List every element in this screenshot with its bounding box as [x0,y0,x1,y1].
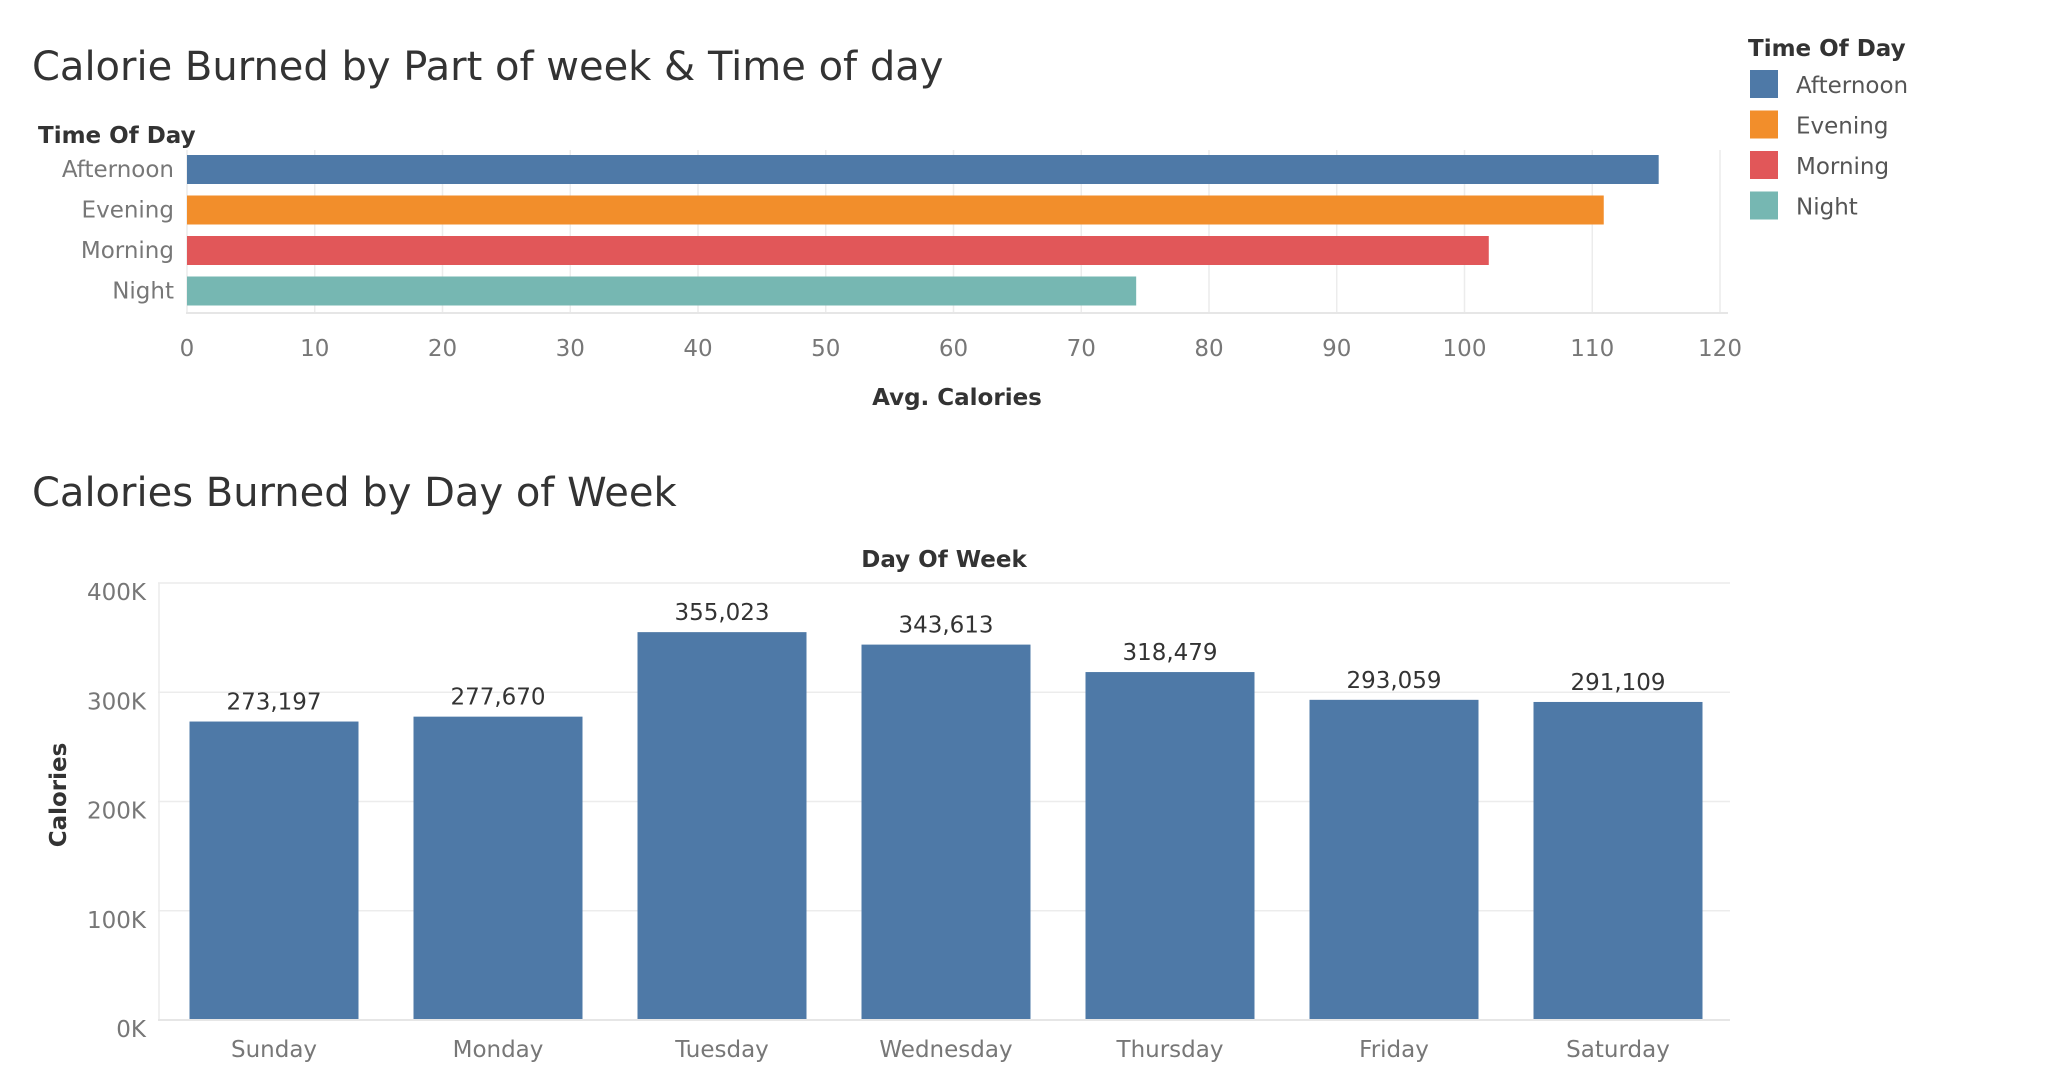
legend-item-label: Afternoon [1796,73,1908,99]
chart1-bars [187,155,1659,306]
chart2-data-label: 273,197 [226,690,321,716]
chart1-x-tick-label: 60 [939,336,968,362]
chart1-bar-afternoon [187,155,1659,184]
chart2-category-label: Thursday [1116,1037,1224,1063]
chart1-x-tick-label: 30 [556,336,585,362]
chart2-bar-wednesday [861,644,1031,1020]
chart1-x-tick-label: 100 [1443,336,1487,362]
chart1-bar-night [187,276,1137,306]
legend-item-label: Morning [1796,154,1889,180]
chart2-category-label: Saturday [1566,1037,1670,1063]
chart1-bar-evening [187,195,1604,225]
chart1-x-tick-label: 70 [1067,336,1096,362]
chart2-y-axis-label: Calories [46,743,72,848]
legend: Time Of Day Afternoon Evening Morning Night [1748,36,1908,221]
chart2-y-tick-label: 200K [87,799,147,825]
chart2-category-label: Tuesday [674,1037,769,1063]
chart1-bar-morning [187,236,1489,265]
chart2-data-label: 291,109 [1570,670,1665,696]
chart2-data-label: 318,479 [1122,640,1217,666]
chart2-bars [189,632,1703,1020]
chart1-x-tick-label: 120 [1698,336,1742,362]
chart1-x-axis-label: Avg. Calories [872,385,1042,411]
chart2-y-tick-label: 100K [87,908,147,934]
legend-swatch-morning [1750,151,1778,179]
chart1-x-tick-label: 80 [1194,336,1223,362]
legend-item-label: Night [1796,195,1858,221]
chart1-x-tick-label: 50 [811,336,840,362]
legend-title: Time Of Day [1748,36,1906,62]
chart1-x-tick-label: 0 [180,336,195,362]
chart2-category-labels: Sunday Monday Tuesday Wednesday Thursday Frid… [231,1037,1670,1063]
chart1-category-label: Night [112,279,174,305]
chart1-x-tick-label: 10 [300,336,329,362]
chart1-x-tick-label: 110 [1570,336,1614,362]
chart2-bar-thursday [1085,672,1255,1020]
chart2-category-label: Sunday [231,1037,317,1063]
chart2-category-label: Friday [1359,1037,1429,1063]
chart1-x-tick-label: 90 [1322,336,1351,362]
chart2-data-label: 355,023 [674,600,769,626]
chart1-title: Calorie Burned by Part of week & Time of… [32,44,943,90]
chart2-y-tick-label: 300K [87,689,147,715]
chart2-y-tick-label: 400K [87,580,147,606]
chart2-bar-saturday [1533,701,1703,1020]
chart2-category-label: Wednesday [879,1037,1012,1063]
chart2-category-label: Monday [453,1037,544,1063]
chart1-row-header: Time Of Day [38,123,196,149]
chart1-x-tick-labels: 0 10 20 30 40 50 60 70 80 90 100 110 120 [180,336,1742,362]
chart1-x-tick-label: 20 [428,336,457,362]
chart2-data-label: 277,670 [450,685,545,711]
chart2-bar-sunday [189,721,359,1020]
legend-items: Afternoon Evening Morning Night [1750,70,1908,221]
legend-swatch-evening [1750,110,1778,139]
legend-item-label: Evening [1796,114,1888,140]
chart2-title: Calories Burned by Day of Week [32,470,678,516]
chart2-bar-monday [413,716,583,1020]
chart2-bar-tuesday [637,632,807,1020]
chart2-column-header: Day Of Week [861,547,1027,573]
chart2-y-tick-labels: 0K 100K 200K 300K 400K [87,580,147,1043]
chart1-category-labels: Afternoon Evening Morning Night [62,157,174,305]
chart2-data-labels: 273,197 277,670 355,023 343,613 318,479 293,0… [226,600,1665,715]
chart2-data-label: 293,059 [1346,668,1441,694]
chart2-y-tick-label: 0K [116,1017,147,1043]
legend-swatch-afternoon [1750,70,1778,98]
legend-swatch-night [1750,191,1778,220]
chart1-category-label: Afternoon [62,157,174,183]
chart1-category-label: Morning [81,238,174,264]
chart2-bar-friday [1309,699,1479,1020]
chart2-data-label: 343,613 [898,613,993,639]
chart1-category-label: Evening [82,198,174,224]
chart1-x-tick-label: 40 [683,336,712,362]
